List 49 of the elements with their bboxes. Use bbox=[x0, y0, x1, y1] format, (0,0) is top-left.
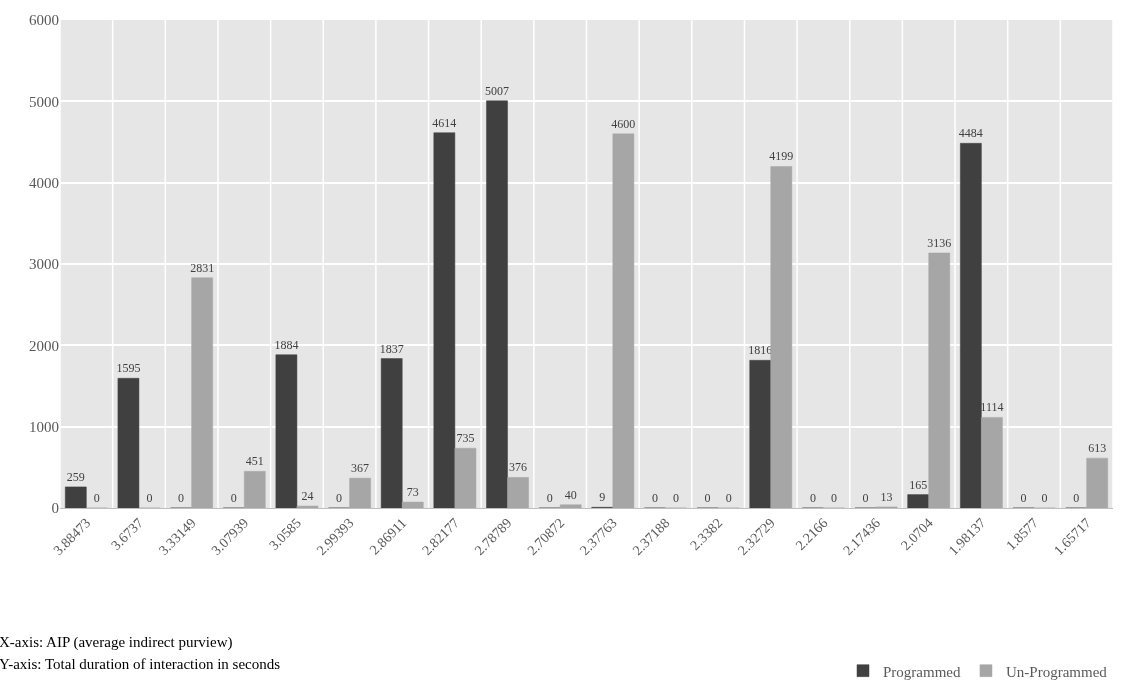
data-label: 9 bbox=[599, 490, 606, 505]
y-tick-label: 4000 bbox=[29, 174, 59, 191]
data-label: 0 bbox=[862, 491, 869, 505]
data-label: 4484 bbox=[958, 126, 983, 141]
data-label: 0 bbox=[1020, 491, 1027, 505]
legend-label: Un-Programmed bbox=[1005, 663, 1108, 680]
data-label: 0 bbox=[809, 491, 816, 505]
legend-label: Programmed bbox=[883, 663, 961, 680]
y-tick-label: 6000 bbox=[29, 12, 59, 29]
data-label: 73 bbox=[406, 485, 419, 500]
data-label: 3136 bbox=[927, 235, 952, 250]
data-label: 4600 bbox=[611, 116, 636, 131]
data-label: 0 bbox=[1041, 491, 1048, 505]
data-label: 4614 bbox=[432, 115, 457, 130]
data-label: 40 bbox=[564, 487, 577, 502]
data-label: 613 bbox=[1088, 441, 1107, 456]
data-label: 0 bbox=[230, 491, 237, 505]
data-label: 259 bbox=[66, 469, 85, 484]
data-label: 0 bbox=[93, 491, 100, 505]
data-label: 451 bbox=[245, 454, 264, 469]
data-label: 4199 bbox=[769, 149, 794, 164]
data-label: 0 bbox=[1073, 491, 1080, 505]
y-tick-label: 1000 bbox=[29, 418, 59, 435]
data-label: 0 bbox=[704, 491, 711, 505]
y-tick-label: 0 bbox=[51, 500, 59, 517]
text: Y-axis: Total duration of interaction in seconds bbox=[0, 656, 281, 672]
data-label: 24 bbox=[301, 489, 314, 504]
data-label: 0 bbox=[546, 491, 553, 505]
data-label: 376 bbox=[509, 460, 528, 475]
data-label: 5007 bbox=[485, 83, 509, 98]
y-tick-label: 2000 bbox=[29, 337, 59, 354]
data-label: 2831 bbox=[190, 260, 215, 275]
data-label: 0 bbox=[830, 491, 837, 505]
data-label: 1837 bbox=[379, 341, 404, 356]
data-label: 0 bbox=[178, 491, 185, 505]
data-label: 0 bbox=[146, 491, 153, 505]
y-tick-label: 3000 bbox=[29, 256, 59, 273]
data-label: 0 bbox=[651, 491, 658, 505]
data-label: 165 bbox=[909, 477, 928, 492]
data-label: 735 bbox=[456, 431, 475, 446]
text: X-axis: AIP (average indirect purview) bbox=[0, 634, 233, 651]
data-label: 367 bbox=[351, 461, 370, 476]
data-label: 0 bbox=[336, 491, 343, 505]
y-tick-label: 5000 bbox=[29, 93, 59, 110]
data-label: 0 bbox=[725, 491, 732, 505]
data-label: 0 bbox=[673, 491, 680, 505]
data-label: 13 bbox=[880, 489, 893, 504]
data-label: 1595 bbox=[116, 361, 141, 376]
data-label: 1884 bbox=[274, 337, 299, 352]
